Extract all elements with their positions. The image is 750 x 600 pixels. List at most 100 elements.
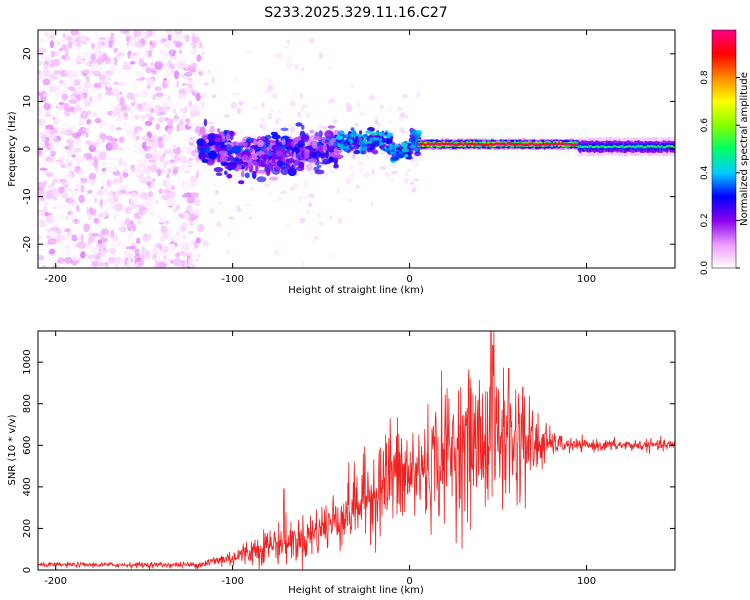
spectrogram-cell [130,93,140,98]
spectrogram-cell [170,259,174,264]
spectrogram-band-strip [483,143,487,147]
spectrogram-cell [352,152,356,160]
spectrogram-band-strip [522,143,525,147]
spectrogram-cell [64,145,71,150]
spectrogram-cell [91,173,97,179]
spectrogram-band-strip [544,143,547,146]
spectrogram-cell [160,248,169,253]
spectrogram-cell [81,58,87,62]
spectrogram-band-strip [623,146,626,149]
spectrogram-cell [414,147,419,152]
spectrogram-cell [113,81,120,86]
spectrogram-band-strip [469,142,472,146]
spectrogram-band-strip [529,142,533,146]
spectrogram-cell [187,139,196,143]
spectrogram-cell [148,205,155,212]
spectrogram-cell [232,30,237,35]
spectrogram-cell [370,131,379,136]
spectrogram-cell [181,194,189,198]
spectrogram-cell [136,237,141,245]
spectrogram-cell [199,126,206,135]
spectrogram-cell [195,93,201,102]
spectrogram-band-strip [639,145,642,148]
spectrogram-cell [291,90,296,95]
spectrogram-cell [47,87,52,95]
spectrogram-band-strip [453,143,456,147]
spectrogram-cell [388,178,394,183]
spectrogram-cell [328,168,335,175]
spectrogram-cell [350,83,355,89]
spectrogram-cell [119,171,127,180]
spectrogram-cell [238,101,246,105]
spectrogram-cell [164,227,169,233]
spectrogram-cell [414,143,419,147]
spectrogram-cell [371,168,375,175]
spectrogram-cell [158,216,166,224]
spectrogram-band-strip [653,145,656,148]
spectrogram-cell [63,245,70,250]
spectrogram-cell [39,37,45,43]
spectrogram-cell [375,119,379,125]
spectrogram-band-strip [591,145,594,149]
spectrogram-band-strip [590,144,593,151]
spectrogram-cell [106,180,113,188]
figure-title: S233.2025.329.11.16.C27 [264,5,447,21]
spectrogram-cell [178,126,187,131]
spectrogram-band-strip [542,142,545,146]
spectrogram-cell [132,51,137,57]
spectrogram-cell [107,156,114,161]
spectrogram-cell [301,149,305,159]
spectrogram-band-strip [669,145,672,148]
spectrogram-cell [370,136,379,141]
spectrogram-cell [95,151,99,158]
spectrogram-cell [38,209,44,217]
spectrogram-cell [233,157,239,162]
spectrogram-cell [172,248,178,252]
spectrogram-cell [182,222,188,231]
spectrogram-cell [41,264,46,268]
spectrogram-cell [38,161,41,166]
spectrogram-cell [177,175,181,184]
spectrogram-cell [164,144,171,151]
spectrogram-cell [217,201,222,205]
spectrogram-cell [178,88,187,95]
spectrogram-cell [281,138,286,146]
spectrogram-cell [114,203,124,212]
spectrogram-cell [124,206,133,215]
spectrogram-cell [143,209,152,216]
spectrogram-cell [76,55,83,63]
spectrogram-cell [71,150,77,155]
spectrogram-cell [62,32,66,38]
spectrogram-cell [140,245,145,252]
spectrogram-cell [240,170,245,178]
spectrogram-cell [194,152,198,162]
spectrogram-cell [125,128,132,137]
spectrogram-cell [175,252,180,258]
spectrogram-cell [335,135,344,141]
spectrogram-cell [122,139,130,148]
spectrogram-cell [119,30,129,34]
spectrogram-cell [328,215,334,220]
spectrogram-cell [276,159,284,167]
spectrogram-cell [188,68,197,73]
spectrogram-cell [74,40,82,48]
spectrogram-cell [80,251,86,259]
spectrogram-cell [158,188,163,194]
spectrogram-cell [44,30,48,36]
spectrogram-cell [276,127,281,133]
spectrogram-marks [38,30,675,268]
spectrogram-cell [322,125,328,130]
spectrogram-cell [130,166,138,172]
spectrogram-cell [313,166,320,172]
spectrogram-cell [385,171,389,175]
spectrogram-cell [71,218,81,224]
spectrogram-band-strip [487,143,490,147]
spectrogram-band-strip [425,143,428,147]
spectrogram-cell [96,252,103,256]
spectrogram-cell [296,195,302,202]
spectrogram-cell [411,156,419,163]
spectrogram-cell [52,253,59,262]
spectrogram-cell [337,217,343,224]
spectrogram-cell [52,132,57,140]
spectrogram-cell [94,87,102,92]
